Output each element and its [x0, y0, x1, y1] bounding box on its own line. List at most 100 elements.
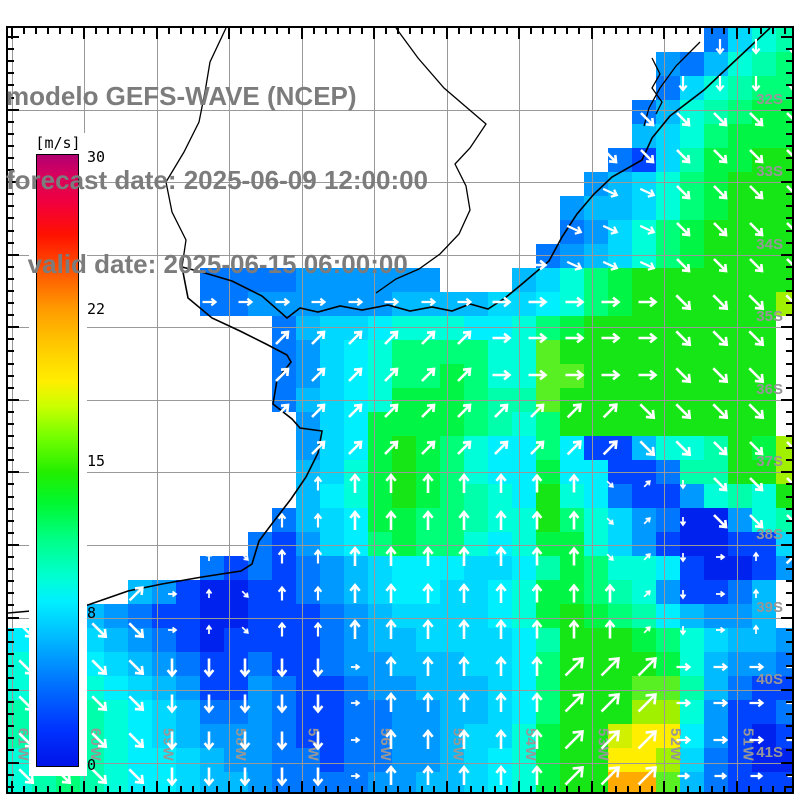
wave-height-cell: [584, 604, 608, 628]
wave-height-cell: [296, 268, 320, 292]
axis-tick: [786, 725, 792, 728]
axis-tick: [711, 786, 714, 792]
wave-height-cell: [632, 196, 656, 220]
axis-tick: [786, 338, 792, 341]
axis-tick: [433, 786, 436, 792]
axis-tick: [8, 483, 14, 486]
axis-tick: [786, 314, 792, 317]
axis-tick: [554, 28, 557, 34]
wave-height-cell: [608, 484, 632, 508]
axis-tick: [771, 28, 774, 34]
axis-tick: [83, 781, 85, 792]
axis-tick: [590, 28, 593, 39]
axis-tick: [8, 507, 14, 510]
wave-height-cell: [704, 124, 728, 148]
axis-tick: [119, 786, 122, 792]
axis-tick: [663, 28, 665, 39]
wave-height-cell: [320, 484, 344, 508]
axis-tick: [781, 398, 792, 401]
axis-tick: [759, 28, 762, 34]
axis-tick: [8, 628, 14, 631]
axis-tick: [638, 786, 641, 792]
axis-tick: [542, 786, 545, 792]
wave-height-cell: [584, 460, 608, 484]
axis-tick: [771, 786, 774, 792]
axis-tick: [542, 28, 545, 34]
axis-tick: [786, 193, 792, 196]
wave-height-cell: [728, 508, 752, 532]
wave-height-cell: [632, 604, 656, 628]
axis-tick: [203, 786, 206, 792]
axis-tick: [786, 713, 792, 716]
axis-tick: [735, 781, 738, 792]
axis-tick: [155, 781, 158, 792]
axis-tick: [786, 277, 792, 280]
axis-tick: [786, 156, 792, 159]
axis-tick: [786, 531, 792, 534]
wave-height-cell: [368, 268, 392, 292]
wave-height-cell: [728, 340, 752, 364]
wave-height-cell: [512, 340, 536, 364]
wave-height-cell: [776, 76, 792, 100]
colorbar-tick-label: 15: [87, 452, 106, 470]
axis-tick: [46, 786, 49, 792]
axis-tick: [300, 781, 303, 792]
axis-tick: [107, 786, 110, 792]
wave-height-cell: [200, 604, 224, 628]
axis-tick: [215, 786, 218, 792]
axis-tick: [786, 507, 792, 510]
axis-tick: [781, 181, 792, 184]
axis-tick: [786, 422, 792, 425]
axis-tick: [8, 362, 14, 365]
wave-height-cell: [248, 556, 272, 580]
wave-height-cell: [248, 532, 272, 556]
axis-tick: [8, 386, 14, 389]
axis-tick: [131, 786, 134, 792]
wave-height-cell: [680, 532, 704, 556]
axis-tick: [786, 483, 792, 486]
axis-tick: [8, 713, 14, 716]
axis-tick: [143, 786, 146, 792]
axis-tick: [34, 786, 37, 792]
axis-tick: [786, 205, 792, 208]
wave-height-cell: [584, 556, 608, 580]
axis-tick: [781, 326, 792, 329]
wave-height-cell: [728, 364, 752, 388]
wave-height-cell: [176, 580, 200, 604]
wave-height-cell: [728, 436, 752, 460]
axis-tick: [786, 773, 792, 776]
wave-height-cell: [728, 604, 752, 628]
axis-tick: [699, 786, 702, 792]
axis-tick: [786, 580, 792, 583]
wave-height-cell: [320, 532, 344, 556]
wave-height-cell: [728, 124, 752, 148]
wave-height-cell: [728, 100, 752, 124]
wave-height-cell: [680, 52, 704, 76]
axis-tick: [276, 786, 279, 792]
axis-tick: [191, 786, 194, 792]
wave-height-cell: [632, 268, 656, 292]
axis-tick: [348, 786, 351, 792]
axis-tick: [433, 28, 436, 34]
axis-tick: [8, 471, 19, 474]
wave-height-cell: [680, 604, 704, 628]
axis-tick: [445, 781, 448, 792]
wave-height-cell: [656, 556, 680, 580]
axis-tick: [786, 568, 792, 571]
axis-tick: [781, 761, 792, 764]
wave-height-cell: [488, 340, 512, 364]
axis-tick: [786, 592, 792, 595]
axis-tick: [445, 28, 448, 39]
axis-tick: [22, 786, 25, 792]
axis-tick: [786, 737, 792, 740]
axis-tick: [781, 36, 792, 39]
axis-tick: [687, 786, 690, 792]
wave-height-cell: [608, 196, 632, 220]
axis-tick: [781, 471, 792, 474]
axis-tick: [336, 786, 339, 792]
wave-height-cell: [584, 580, 608, 604]
axis-tick: [786, 96, 792, 99]
axis-tick: [786, 386, 792, 389]
wave-height-cell: [560, 196, 584, 220]
axis-tick: [786, 217, 792, 220]
